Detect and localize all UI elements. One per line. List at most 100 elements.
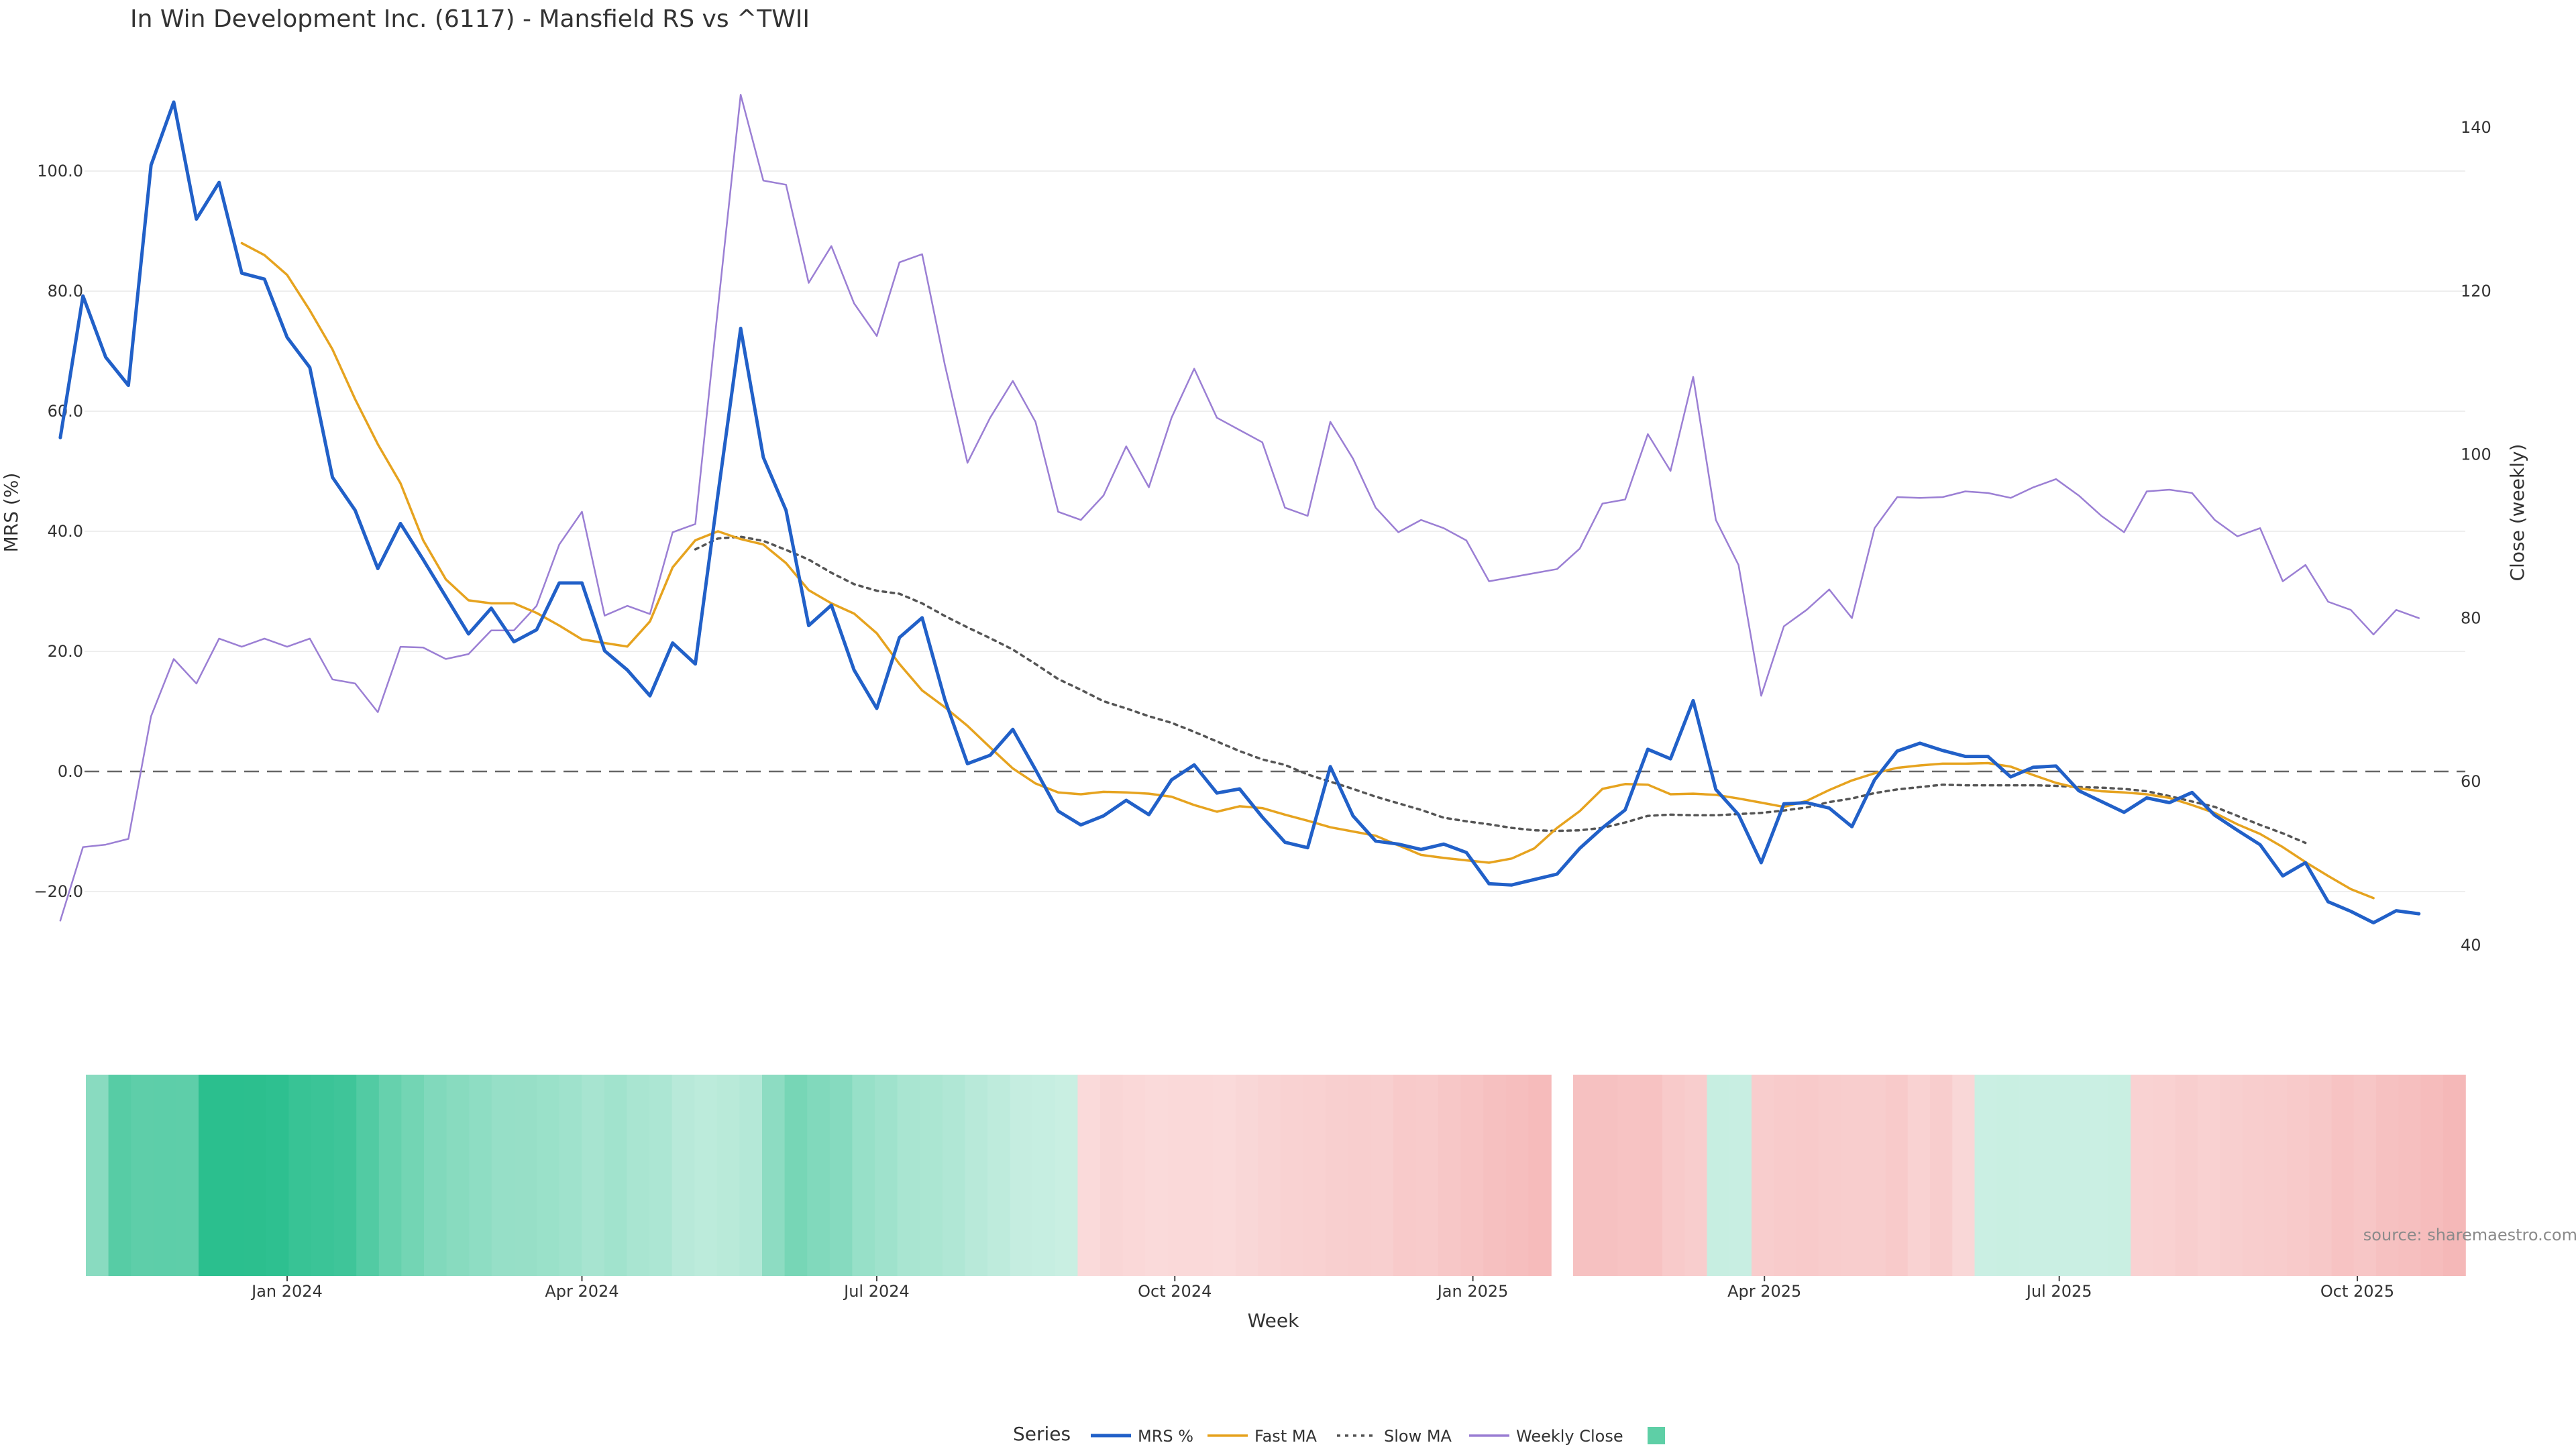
series-mrs- bbox=[58, 100, 2421, 924]
heatmap-cell bbox=[1885, 1075, 1909, 1276]
y2-tick-label: 40 bbox=[2461, 936, 2481, 955]
heatmap-cell bbox=[965, 1075, 988, 1276]
y-tick-label: 40.0 bbox=[48, 522, 83, 541]
heatmap-cell bbox=[288, 1075, 312, 1276]
heatmap-cell bbox=[1438, 1075, 1462, 1276]
heatmap-cell bbox=[716, 1075, 741, 1276]
heatmap-cell bbox=[1640, 1075, 1663, 1276]
y-tick-label: −20.0 bbox=[34, 882, 83, 901]
heatmap-cell bbox=[1122, 1075, 1146, 1276]
legend[interactable]: Series MRS % Fast MA Slow MA Weekly Close bbox=[1013, 1423, 1665, 1446]
gridlines bbox=[85, 170, 2465, 892]
heatmap-cell bbox=[1190, 1075, 1214, 1276]
heatmap-cell bbox=[514, 1075, 537, 1276]
heatmap-cell bbox=[2331, 1075, 2355, 1276]
heatmap-cell bbox=[559, 1075, 582, 1276]
heatmap-cell bbox=[1841, 1075, 1864, 1276]
heatmap-cell bbox=[762, 1075, 786, 1276]
series-line bbox=[694, 535, 2307, 845]
heatmap-cell bbox=[1952, 1075, 1976, 1276]
heatmap-cell bbox=[1617, 1075, 1641, 1276]
heatmap-cell bbox=[2376, 1075, 2400, 1276]
y-tick-label: 0.0 bbox=[58, 762, 83, 781]
heatmap-cell bbox=[942, 1075, 966, 1276]
heatmap-cell bbox=[1213, 1075, 1236, 1276]
legend-item[interactable]: Slow MA bbox=[1337, 1427, 1452, 1446]
heatmap-cell bbox=[694, 1075, 718, 1276]
heatmap-cell bbox=[491, 1075, 515, 1276]
heatmap-cell bbox=[1573, 1075, 1597, 1276]
heatmap-cell bbox=[1907, 1075, 1931, 1276]
heatmap-cell bbox=[1415, 1075, 1439, 1276]
x-axis-title: Week bbox=[1248, 1309, 1299, 1332]
series-slow-ma bbox=[694, 535, 2307, 845]
y2-axis-title: Close (weekly) bbox=[2506, 444, 2528, 582]
legend-label: Fast MA bbox=[1254, 1427, 1318, 1446]
heatmap-cell bbox=[1100, 1075, 1124, 1276]
legend-item[interactable]: Weekly Close bbox=[1469, 1427, 1623, 1446]
heatmap-cell bbox=[829, 1075, 853, 1276]
series-lines bbox=[58, 93, 2421, 924]
heatmap-cell bbox=[1371, 1075, 1394, 1276]
heatmap-cell bbox=[1077, 1075, 1101, 1276]
heatmap-cell bbox=[244, 1075, 267, 1276]
heatmap-cell bbox=[1662, 1075, 1686, 1276]
heatmap-cell bbox=[1974, 1075, 1998, 1276]
heatmap-cell bbox=[1393, 1075, 1417, 1276]
heatmap-cell bbox=[446, 1075, 470, 1276]
legend-swatch bbox=[1648, 1427, 1665, 1444]
heatmap-cell bbox=[1258, 1075, 1281, 1276]
x-tick-label: Oct 2025 bbox=[2320, 1282, 2394, 1301]
heatmap-cell bbox=[469, 1075, 492, 1276]
heatmap-cell bbox=[1167, 1075, 1191, 1276]
heatmap-cell bbox=[131, 1075, 154, 1276]
heatmap-cell bbox=[2041, 1075, 2065, 1276]
heatmap-cell bbox=[1348, 1075, 1371, 1276]
legend-item[interactable]: Fast MA bbox=[1208, 1427, 1318, 1446]
heatmap-cell bbox=[987, 1075, 1011, 1276]
heatmap-cell bbox=[2353, 1075, 2377, 1276]
heatmap-cell bbox=[739, 1075, 763, 1276]
heatmap-cell bbox=[1460, 1075, 1484, 1276]
heatmap-cell bbox=[2086, 1075, 2109, 1276]
heatmap-cell bbox=[852, 1075, 875, 1276]
heatmap-cell bbox=[1326, 1075, 1349, 1276]
heatmap-cell bbox=[1774, 1075, 1797, 1276]
heatmap-cell bbox=[920, 1075, 943, 1276]
y-tick-label: 80.0 bbox=[48, 282, 83, 301]
heatmap-cell bbox=[153, 1075, 177, 1276]
heatmap-cell bbox=[2220, 1075, 2243, 1276]
series-weekly-close bbox=[59, 93, 2420, 922]
heatmap-cell bbox=[2242, 1075, 2265, 1276]
legend-item[interactable] bbox=[1648, 1427, 1665, 1444]
heatmap-cell bbox=[1996, 1075, 2020, 1276]
y2-tick-label: 140 bbox=[2461, 118, 2491, 137]
heatmap-cell bbox=[1483, 1075, 1507, 1276]
x-tick-label: Jan 2024 bbox=[250, 1282, 323, 1301]
heatmap-cell bbox=[1595, 1075, 1619, 1276]
heatmap-cell bbox=[1303, 1075, 1326, 1276]
series-line bbox=[59, 93, 2420, 922]
heatmap-cell bbox=[807, 1075, 830, 1276]
chart-title: In Win Development Inc. (6117) - Mansfie… bbox=[130, 5, 810, 33]
heatmap-cell bbox=[86, 1075, 109, 1276]
legend-title: Series bbox=[1013, 1423, 1071, 1445]
heatmap-cell bbox=[176, 1075, 199, 1276]
legend-label: MRS % bbox=[1138, 1427, 1193, 1446]
heatmap-cell bbox=[1729, 1075, 1752, 1276]
heatmap-cell bbox=[582, 1075, 605, 1276]
heatmap-cell bbox=[266, 1075, 290, 1276]
mrs-heatmap-strip bbox=[86, 1075, 2466, 1276]
legend-item[interactable]: MRS % bbox=[1091, 1427, 1193, 1446]
heatmap-cell bbox=[2175, 1075, 2198, 1276]
heatmap-cell bbox=[1863, 1075, 1886, 1276]
heatmap-cell bbox=[401, 1075, 425, 1276]
y2-tick-label: 100 bbox=[2461, 445, 2491, 464]
heatmap-cell bbox=[2443, 1075, 2466, 1276]
heatmap-cell bbox=[378, 1075, 402, 1276]
heatmap-cell bbox=[2264, 1075, 2288, 1276]
heatmap-cell bbox=[2287, 1075, 2310, 1276]
y2-tick-label: 80 bbox=[2461, 608, 2481, 627]
series-line bbox=[240, 241, 2375, 900]
